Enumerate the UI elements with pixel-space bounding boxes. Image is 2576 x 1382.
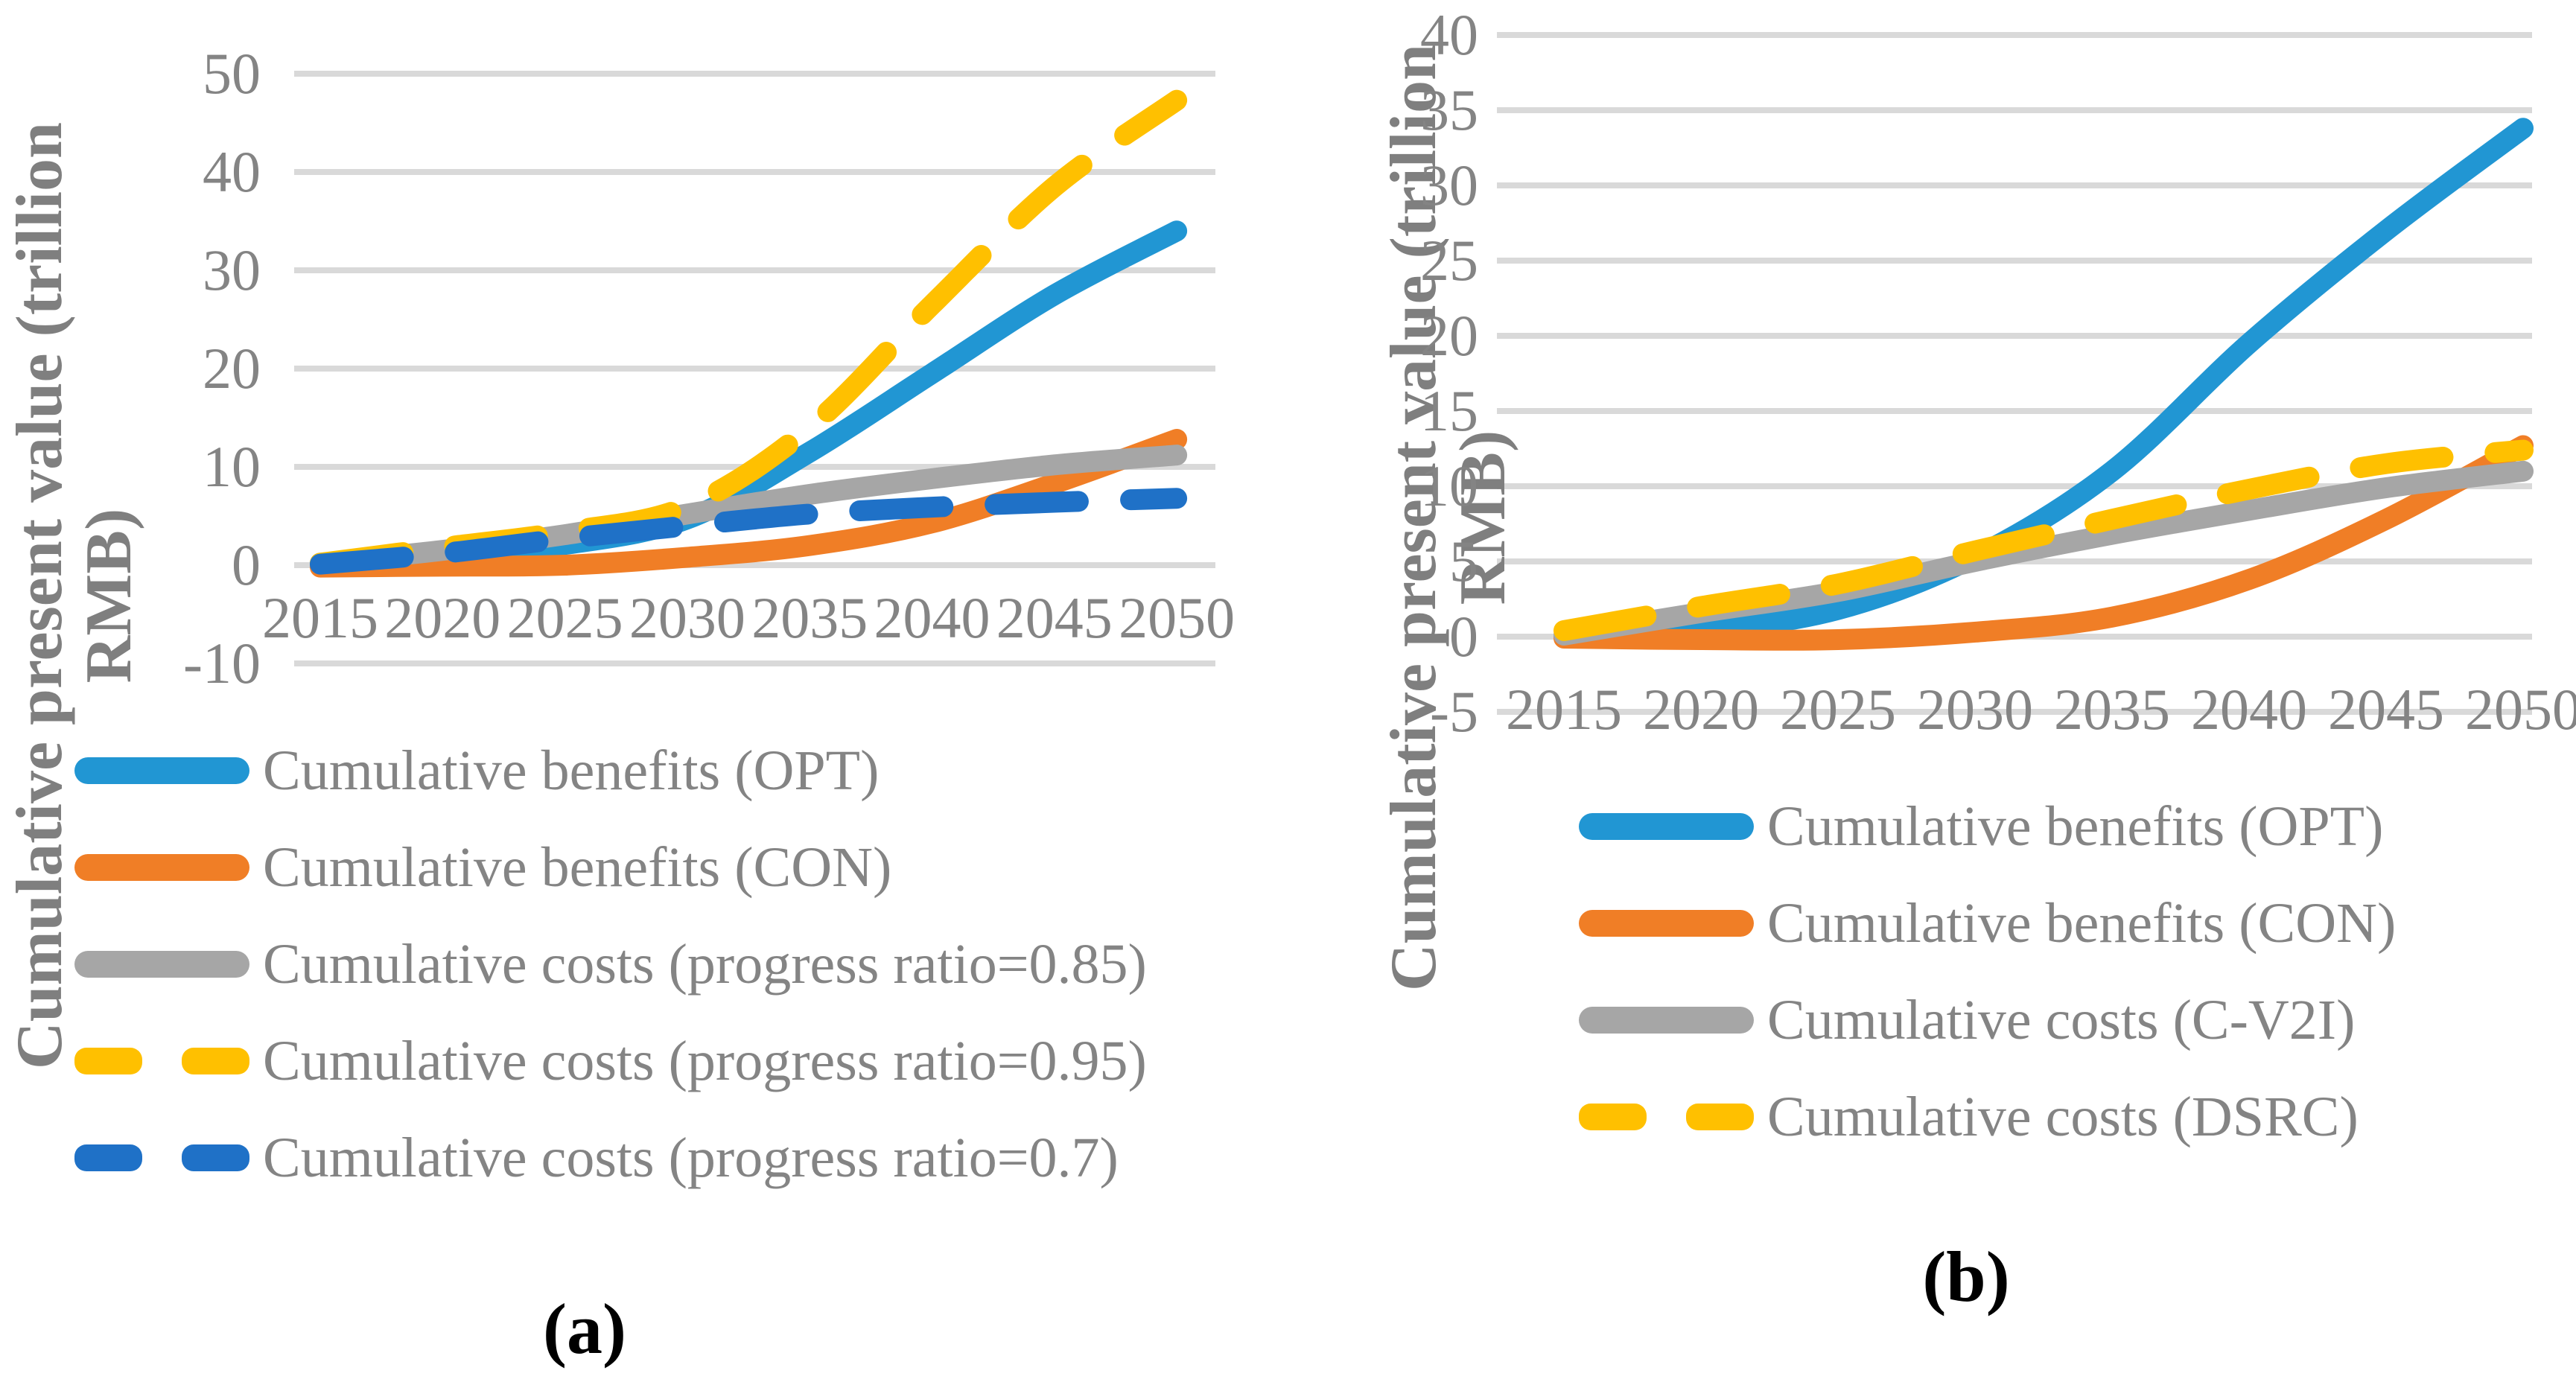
legend-item: Cumulative costs (progress ratio=0.95) [74, 1033, 1147, 1089]
y-tick-label: 20 [203, 336, 261, 401]
legend-item: Cumulative benefits (OPT) [1579, 798, 2383, 855]
y-tick-label: 10 [1420, 453, 1478, 518]
x-tick-label: 2035 [751, 585, 868, 650]
y-tick-label: 0 [1449, 604, 1478, 669]
y-tick-label: 35 [1420, 77, 1478, 142]
chart-a-plot [294, 71, 1215, 666]
legend-bar [74, 951, 249, 978]
legend-item: Cumulative costs (progress ratio=0.7) [74, 1130, 1119, 1186]
x-tick-label: 2040 [874, 585, 990, 650]
legend-bar [1579, 910, 1754, 937]
legend-item: Cumulative benefits (CON) [74, 839, 891, 896]
legend-dash [74, 1048, 142, 1074]
x-tick-label: 2050 [2465, 677, 2576, 742]
legend-label: Cumulative benefits (CON) [263, 836, 892, 899]
y-tick-label: 30 [203, 238, 261, 302]
x-tick-label: 2045 [2328, 677, 2444, 742]
legend-item: Cumulative costs (progress ratio=0.85) [74, 936, 1147, 993]
legend-line-swatch [1579, 910, 1754, 937]
x-tick-label: 2030 [1917, 677, 2033, 742]
series-line [310, 488, 1188, 575]
legend-dash [74, 1144, 142, 1171]
y-tick-label: -10 [183, 631, 261, 695]
legend-dash [182, 1048, 249, 1074]
x-tick-label: 2030 [629, 585, 745, 650]
legend-item: Cumulative costs (C-V2I) [1579, 992, 2355, 1048]
caption-a: (a) [543, 1289, 626, 1369]
x-tick-label: 2015 [1506, 677, 1622, 742]
legend-label: Cumulative benefits (CON) [1767, 892, 2397, 955]
legend-line-swatch [74, 951, 249, 978]
legend-dash [1686, 1104, 1754, 1130]
series-line [310, 429, 1188, 578]
y-tick-label: 10 [203, 434, 261, 499]
legend-item: Cumulative benefits (CON) [1579, 895, 2396, 952]
legend-dash [1579, 1104, 1647, 1130]
x-tick-label: 2050 [1119, 585, 1235, 650]
legend-dash [182, 1144, 249, 1171]
legend-label: Cumulative costs (progress ratio=0.7) [263, 1127, 1119, 1189]
legend-bar [1579, 1007, 1754, 1034]
legend-label: Cumulative benefits (OPT) [1767, 795, 2384, 858]
x-tick-label: 2015 [262, 585, 378, 650]
legend-line-swatch [1579, 813, 1754, 840]
y-tick-label: 0 [232, 532, 261, 597]
y-tick-label: 30 [1420, 153, 1478, 217]
x-tick-label: 2020 [384, 585, 501, 650]
y-tick-label: 25 [1420, 228, 1478, 293]
x-tick-label: 2045 [996, 585, 1113, 650]
legend-line-swatch [1579, 1007, 1754, 1034]
y-tick-label: 40 [203, 139, 261, 204]
chart-b-plot [1497, 32, 2534, 715]
legend-line-swatch [74, 757, 249, 784]
series-line [1553, 118, 2534, 647]
legend-label: Cumulative costs (C-V2I) [1767, 989, 2356, 1051]
legend-bar [1579, 813, 1754, 840]
y-tick-label: 50 [203, 41, 261, 106]
series-line [1553, 439, 2534, 641]
legend-label: Cumulative costs (progress ratio=0.85) [263, 933, 1147, 996]
legend-bar [74, 854, 249, 881]
y-tick-label: -5 [1430, 679, 1478, 744]
x-tick-label: 2035 [2054, 677, 2170, 742]
y-tick-label: 5 [1449, 529, 1478, 593]
x-tick-label: 2040 [2191, 677, 2307, 742]
x-tick-label: 2020 [1643, 677, 1759, 742]
legend-item: Cumulative costs (DSRC) [1579, 1089, 2359, 1145]
x-tick-label: 2025 [506, 585, 623, 650]
legend-dash-swatch [74, 1144, 249, 1171]
y-tick-label: 20 [1420, 303, 1478, 368]
legend-label: Cumulative benefits (OPT) [263, 739, 880, 802]
legend-label: Cumulative costs (DSRC) [1767, 1086, 2359, 1148]
legend-item: Cumulative benefits (OPT) [74, 742, 879, 799]
legend-dash-swatch [74, 1048, 249, 1074]
y-tick-label: 15 [1420, 378, 1478, 443]
caption-b: (b) [1922, 1237, 2010, 1316]
y-tick-label: 40 [1420, 2, 1478, 67]
legend-bar [74, 757, 249, 784]
legend-dash-swatch [1579, 1104, 1754, 1130]
series-line [1553, 435, 2534, 651]
x-tick-label: 2025 [1780, 677, 1896, 742]
legend-label: Cumulative costs (progress ratio=0.95) [263, 1030, 1147, 1092]
legend-line-swatch [74, 854, 249, 881]
